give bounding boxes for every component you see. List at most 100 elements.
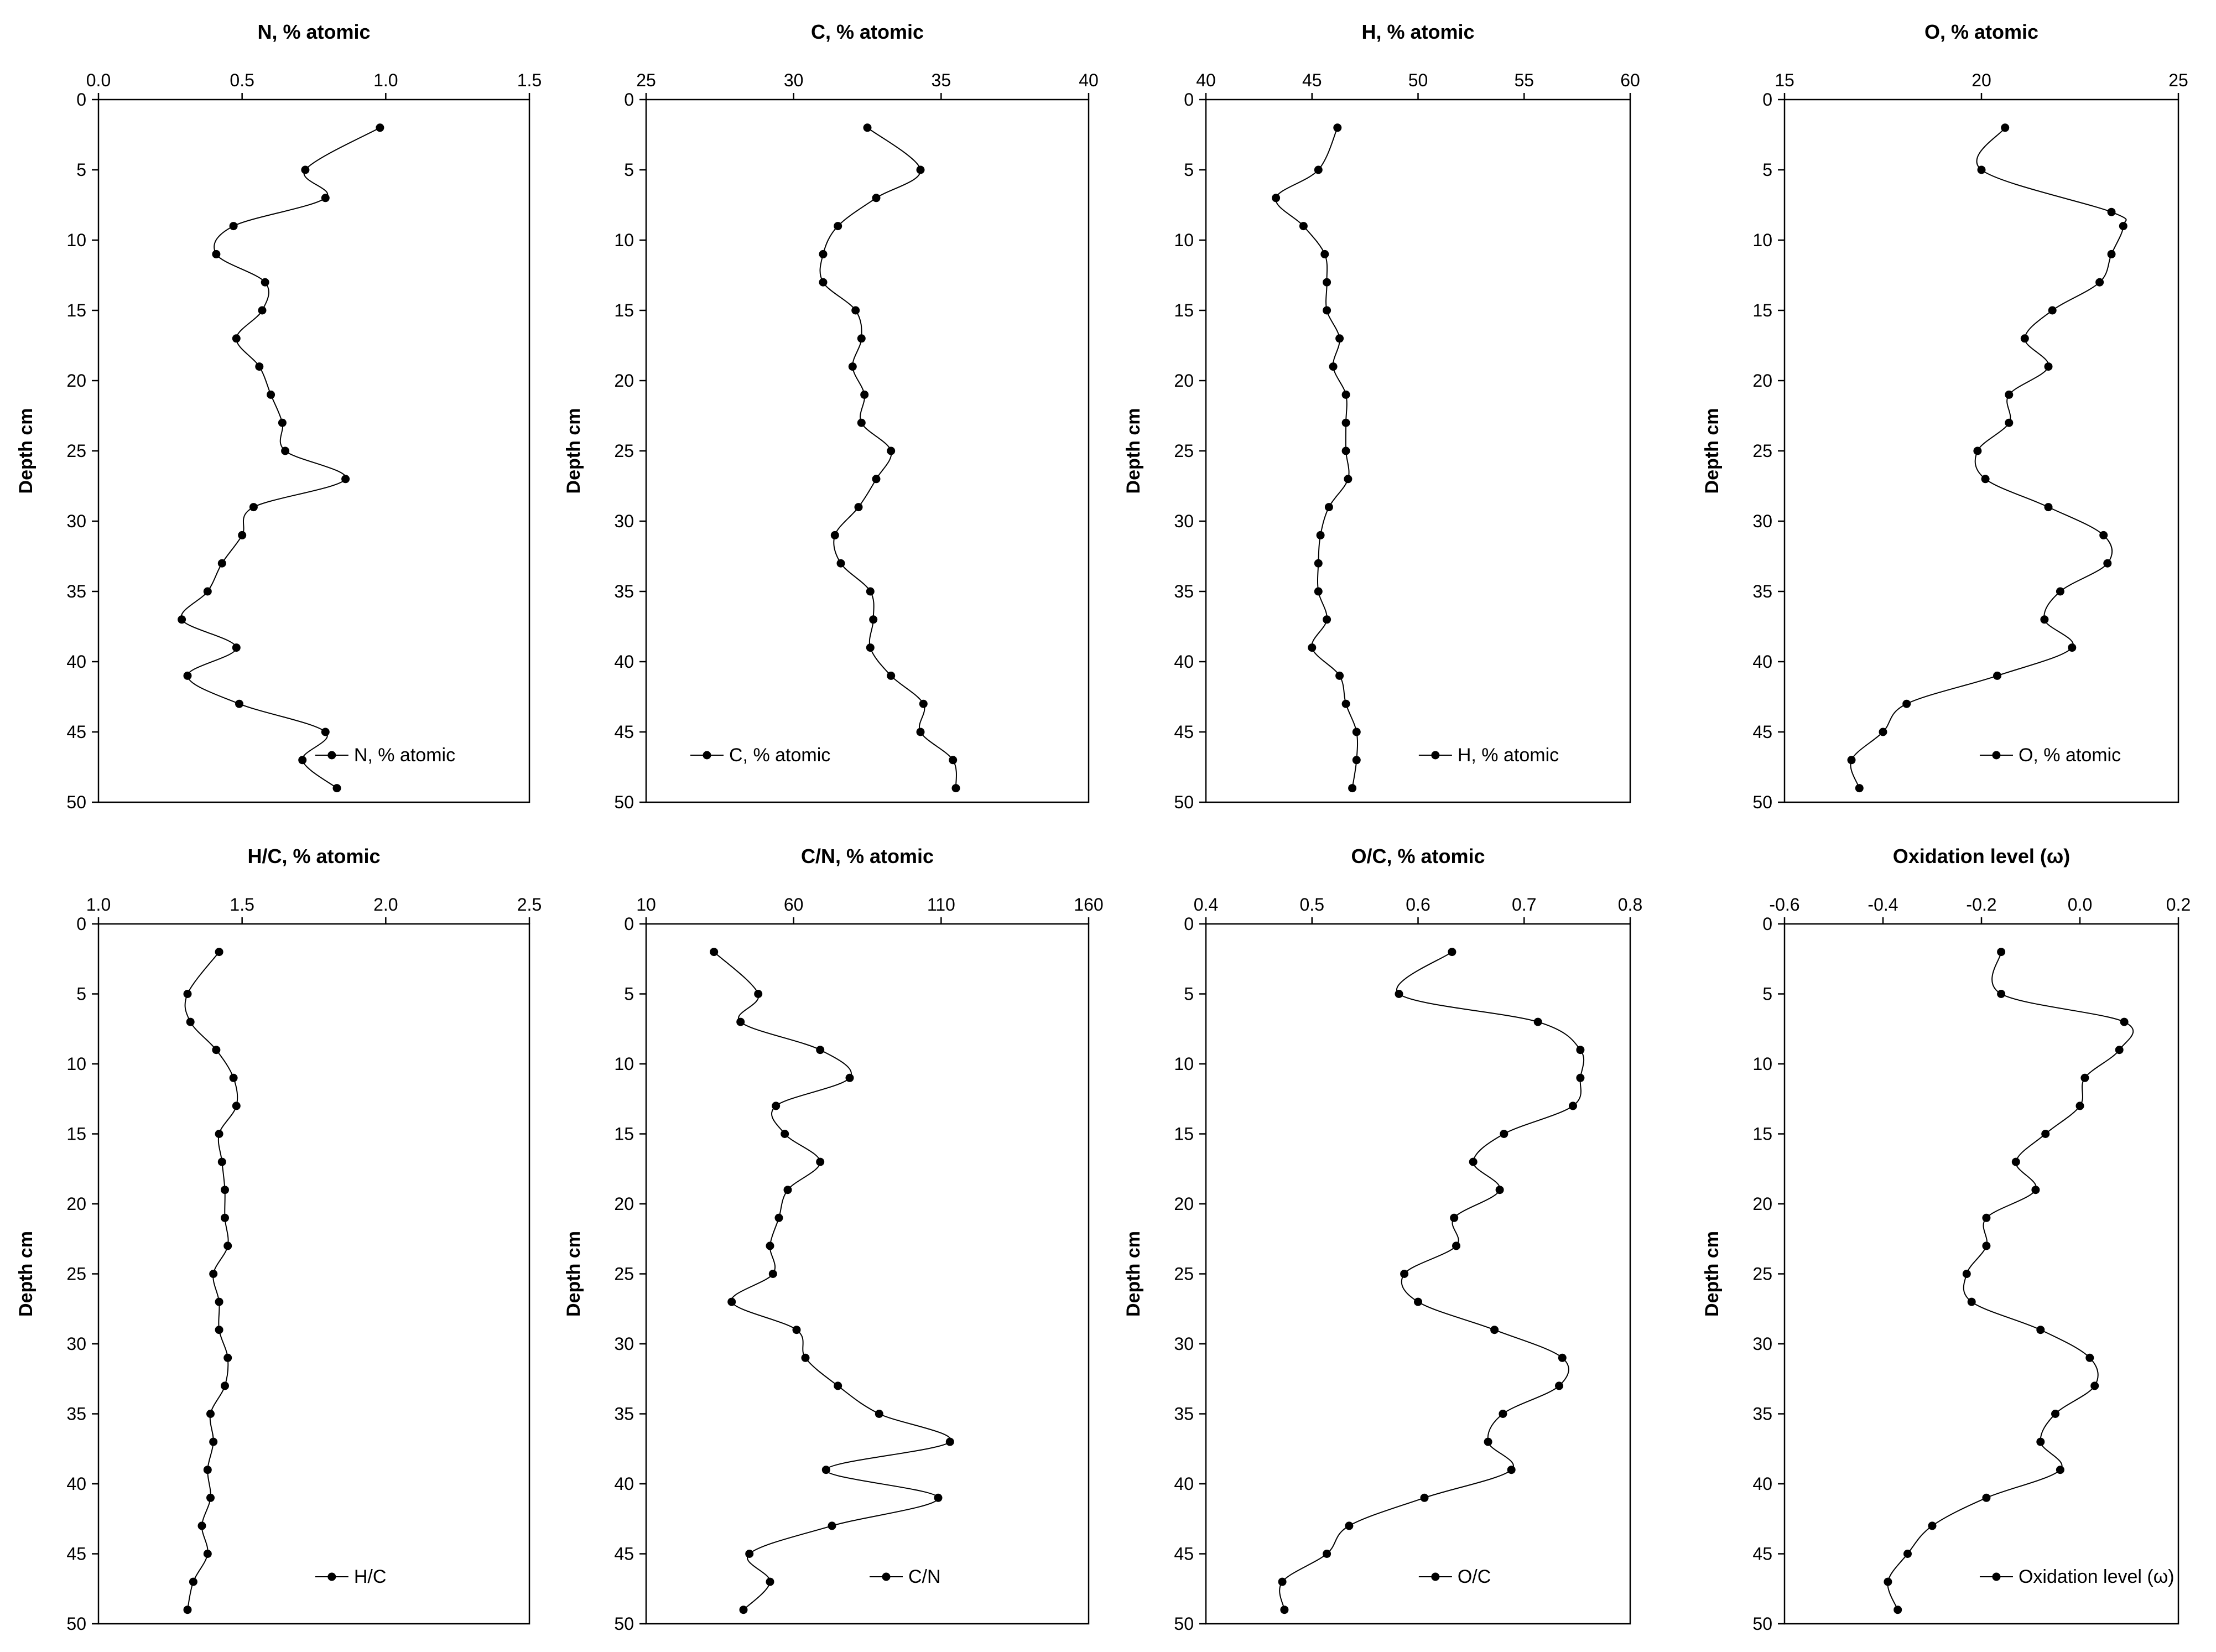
chart-8-x-tick-label: -0.4 xyxy=(1868,895,1898,915)
chart-5-data-point xyxy=(215,1130,223,1138)
chart-2-data-point xyxy=(851,306,860,315)
chart-4-data-point xyxy=(2048,306,2057,315)
chart-6-data-point xyxy=(710,948,719,957)
chart-5-data-point xyxy=(209,1437,218,1446)
chart-6-legend-marker xyxy=(882,1572,891,1581)
chart-1-data-point xyxy=(229,222,238,231)
chart-7-data-point xyxy=(1569,1102,1577,1110)
chart-8-y-tick-label: 30 xyxy=(1752,1334,1772,1354)
chart-3-data-point xyxy=(1329,362,1338,371)
chart-8-data-point xyxy=(2011,1157,2020,1166)
chart-6-title: C/N, % atomic xyxy=(801,845,934,867)
chart-2-legend-label: C, % atomic xyxy=(729,745,830,766)
chart-8-data-point xyxy=(1982,1213,1991,1222)
chart-4-x-tick-label: 25 xyxy=(2168,70,2188,90)
chart-4-data-point xyxy=(2095,278,2104,287)
chart-5-data-point xyxy=(183,990,192,998)
chart-6-data-point xyxy=(766,1241,774,1250)
chart-4-y-tick-label: 10 xyxy=(1752,230,1772,250)
chart-3-data-point xyxy=(1341,699,1350,708)
chart-7-data-point xyxy=(1490,1326,1499,1334)
chart-6-c-n-atomic-panel: C/N, % atomic 10 60 110 160 0 5 10 15 20 25 30 35 40 4… xyxy=(553,824,1112,1649)
chart-7-y-tick-label: 30 xyxy=(1174,1334,1194,1354)
chart-2-y-tick-label: 35 xyxy=(614,581,634,601)
chart-5-x-tick-label: 1.5 xyxy=(230,895,254,915)
chart-6-y-tick-label: 20 xyxy=(614,1194,634,1214)
chart-2-data-point xyxy=(819,278,828,287)
chart-1-data-point xyxy=(238,531,247,539)
chart-5-data-point xyxy=(221,1381,229,1390)
chart-5-data-point xyxy=(197,1521,206,1530)
chart-6-data-point xyxy=(745,1550,754,1558)
chart-1-data-point xyxy=(183,671,192,680)
chart-2-data-point xyxy=(836,559,845,568)
chart-3-data-point xyxy=(1314,587,1323,596)
chart-8-data-point xyxy=(1967,1297,1976,1306)
chart-8-data-point xyxy=(1982,1241,1991,1250)
chart-6-x-tick-label: 110 xyxy=(927,895,955,915)
chart-3-y-tick-label: 15 xyxy=(1174,300,1194,320)
chart-6-data-point xyxy=(754,990,763,998)
chart-3-data-point xyxy=(1352,728,1361,736)
chart-8-data-point xyxy=(1894,1606,1902,1614)
chart-8-y-tick-label: 25 xyxy=(1752,1264,1772,1284)
chart-4-title: O, % atomic xyxy=(1924,20,2038,43)
chart-2-legend: C, % atomic xyxy=(690,745,830,766)
chart-5-data-point xyxy=(221,1186,229,1194)
chart-6-data-point xyxy=(768,1270,777,1278)
chart-7-y-tick-label: 35 xyxy=(1174,1404,1194,1424)
chart-7-y-tick-label: 40 xyxy=(1174,1474,1194,1494)
chart-1-svg: N, % atomic 0.0 0.5 1.0 1.5 0 5 10 15 20 25 30 35 40 4… xyxy=(15,20,542,812)
chart-4-data-point xyxy=(2005,390,2014,399)
chart-7-data-point xyxy=(1280,1606,1289,1614)
chart-5-data-point xyxy=(209,1270,218,1278)
chart-4-svg: O, % atomic 15 20 25 0 5 10 15 20 25 30 35 40 45 50 Dep… xyxy=(1702,20,2188,812)
chart-5-y-tick-label: 25 xyxy=(66,1264,86,1284)
chart-5-series-line xyxy=(184,951,238,1610)
chart-3-data-point xyxy=(1348,784,1357,793)
chart-2-data-point xyxy=(866,587,875,596)
chart-3-x-tick-label: 45 xyxy=(1302,70,1322,90)
chart-3-data-point xyxy=(1272,194,1281,202)
chart-4-data-point xyxy=(2107,207,2116,216)
chart-5-data-point xyxy=(229,1073,238,1082)
chart-7-series-line xyxy=(1279,951,1585,1610)
chart-3-legend: H, % atomic xyxy=(1418,745,1559,766)
chart-7-y-tick-label: 20 xyxy=(1174,1194,1194,1214)
chart-2-y-tick-label: 10 xyxy=(614,230,634,250)
chart-4-data-point xyxy=(1902,699,1911,708)
chart-7-y-tick-label: 45 xyxy=(1174,1544,1194,1564)
chart-2-data-point xyxy=(860,390,869,399)
chart-7-data-point xyxy=(1345,1521,1354,1530)
chart-7-data-point xyxy=(1499,1410,1507,1418)
chart-2-data-point xyxy=(916,165,925,174)
chart-1-data-point xyxy=(267,390,275,399)
chart-3-data-point xyxy=(1341,418,1350,427)
chart-5-y-tick-label: 30 xyxy=(66,1334,86,1354)
chart-2-x-tick-label: 25 xyxy=(636,70,656,90)
chart-1-series-line xyxy=(180,127,381,789)
chart-8-y-tick-label: 15 xyxy=(1752,1124,1772,1144)
chart-2-data-point xyxy=(857,334,866,343)
chart-7-svg: O/C, % atomic 0.4 0.5 0.6 0.7 0.8 0 5 10 15 20 25 30… xyxy=(1123,845,1642,1634)
chart-2-y-tick-label: 45 xyxy=(614,722,634,742)
chart-5-y-tick-label: 10 xyxy=(66,1054,86,1074)
chart-5-data-point xyxy=(217,1157,226,1166)
chart-7-x-tick-label: 0.4 xyxy=(1194,895,1218,915)
chart-5-y-tick-label: 15 xyxy=(66,1124,86,1144)
chart-3-data-point xyxy=(1314,165,1323,174)
chart-3-svg: H, % atomic 40 45 50 55 60 0 5 10 15 20 25 30 35 40 45 5… xyxy=(1123,20,1640,812)
chart-5-data-point xyxy=(215,948,223,957)
chart-3-plot-frame xyxy=(1205,98,1631,803)
chart-2-y-tick-label: 25 xyxy=(614,441,634,461)
chart-4-y-tick-label: 5 xyxy=(1762,160,1772,180)
chart-6-y-tick-label: 25 xyxy=(614,1264,634,1284)
chart-5-x-tick-label: 1.0 xyxy=(86,895,111,915)
chart-3-data-point xyxy=(1324,503,1333,512)
chart-8-data-point xyxy=(2031,1186,2040,1194)
chart-2-data-point xyxy=(863,123,872,132)
chart-2-svg: C, % atomic 25 30 35 40 0 5 10 15 20 25 30 35 40 45 50 D… xyxy=(563,20,1099,812)
chart-6-y-axis-label: Depth cm xyxy=(563,1231,584,1317)
chart-3-data-point xyxy=(1341,446,1350,455)
chart-1-x-tick-label: 1.0 xyxy=(373,70,398,90)
